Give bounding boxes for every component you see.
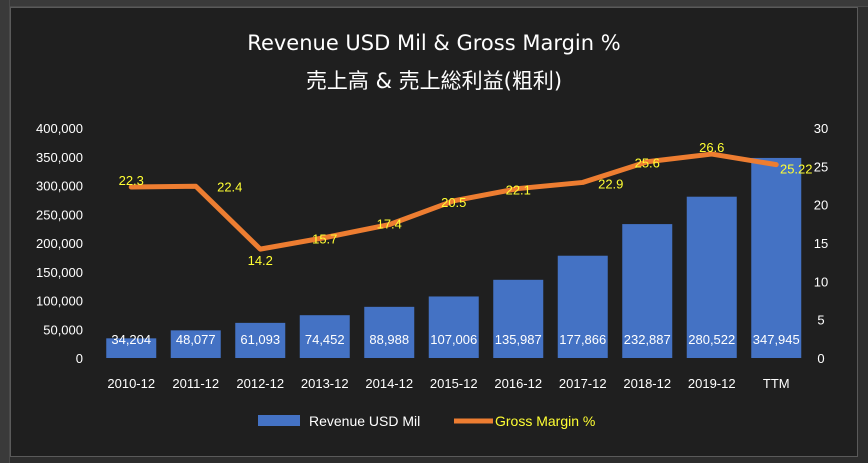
revenue-bar	[235, 322, 286, 358]
left-axis-tick-label: 350,000	[36, 150, 83, 165]
x-axis-tick-label: 2014-12	[365, 376, 413, 391]
legend-revenue-swatch	[258, 415, 300, 426]
left-axis-tick-label: 50,000	[43, 322, 83, 337]
right-axis-tick-label: 15	[814, 236, 828, 251]
revenue-bars	[106, 157, 802, 358]
gross-margin-data-labels: 22.3 22.4 14.2 15.7 17.4 20.5 22.1 22.9 25.6 26.6…	[119, 140, 813, 268]
gross-margin-point	[387, 223, 391, 227]
x-axis-tick-label: 2013-12	[301, 376, 349, 391]
gross-margin-data-label: 22.3	[119, 173, 144, 188]
right-axis-tick-label: 25	[814, 159, 828, 174]
revenue-bar	[299, 315, 350, 358]
revenue-data-label: 34,204	[111, 332, 151, 347]
left-axis-tick-label: 400,000	[36, 121, 83, 136]
gross-margin-data-label: 25.6	[635, 156, 660, 171]
chart-object[interactable]: Revenue USD Mil & Gross Margin % 売上高 & 売…	[10, 7, 858, 457]
gross-margin-data-label: 20.5	[441, 195, 466, 210]
left-axis-tick-label: 250,000	[36, 207, 83, 222]
x-axis-tick-label: 2019-12	[688, 376, 736, 391]
legend-revenue-label: Revenue USD Mil	[309, 413, 420, 429]
legend[interactable]: Revenue USD Mil Gross Margin %	[258, 413, 595, 429]
gross-margin-data-label: 14.2	[248, 253, 273, 268]
right-axis-tick-label: 20	[814, 198, 828, 213]
revenue-bar	[364, 306, 415, 358]
gross-margin-data-label: 22.4	[217, 179, 242, 194]
x-axis-tick-label: 2011-12	[172, 376, 219, 391]
right-axis-tick-label: 5	[817, 313, 824, 328]
gross-margin-line-layer	[128, 151, 779, 252]
x-axis-tick-label: 2016-12	[494, 376, 542, 391]
chart-title: Revenue USD Mil & Gross Margin %	[247, 31, 620, 55]
revenue-data-label: 280,522	[688, 332, 735, 347]
revenue-bar	[428, 296, 479, 358]
gross-margin-point	[581, 180, 585, 184]
revenue-data-label: 48,077	[176, 332, 216, 347]
spreadsheet-column-header-strip	[0, 0, 868, 7]
chart-subtitle: 売上高 & 売上総利益(粗利)	[306, 69, 562, 93]
revenue-bar	[557, 255, 608, 358]
gross-margin-point	[516, 187, 520, 191]
gross-margin-point	[129, 185, 133, 189]
revenue-data-labels: 34,204 48,077 61,093 74,452 88,988 107,006 135…	[111, 332, 799, 347]
left-axis-tick-label: 200,000	[36, 236, 83, 251]
gross-margin-data-label: 17.4	[377, 217, 402, 232]
x-axis: 2010-12 2011-12 2012-12 2013-12 2014-12 2015-…	[107, 376, 789, 391]
gross-margin-data-label: 15.7	[312, 232, 337, 247]
revenue-bar	[686, 196, 737, 358]
left-axis-tick-label: 100,000	[36, 294, 83, 309]
x-axis-tick-label: TTM	[763, 376, 790, 391]
x-axis-tick-label: 2015-12	[430, 376, 478, 391]
revenue-bar	[622, 224, 673, 358]
revenue-bar	[751, 157, 802, 358]
revenue-bar	[170, 330, 221, 358]
left-axis: 400,000 350,000 300,000 250,000 200,000 150,0…	[36, 121, 83, 366]
gross-margin-point	[774, 163, 778, 167]
right-axis-tick-label: 30	[814, 121, 828, 136]
revenue-data-label: 135,987	[495, 332, 542, 347]
gross-margin-point	[194, 184, 198, 188]
revenue-data-label: 177,866	[559, 332, 606, 347]
revenue-data-label: 61,093	[240, 332, 280, 347]
x-axis-tick-label: 2017-12	[559, 376, 607, 391]
x-axis-tick-label: 2018-12	[623, 376, 671, 391]
right-axis-tick-label: 0	[817, 351, 824, 366]
gross-margin-data-label: 26.6	[699, 140, 724, 155]
right-axis: 30 25 20 15 10 5 0	[814, 121, 828, 366]
revenue-data-label: 107,006	[430, 332, 477, 347]
revenue-data-label: 74,452	[305, 332, 345, 347]
gross-margin-data-label: 25.22	[780, 162, 813, 177]
revenue-data-label: 347,945	[753, 332, 800, 347]
gross-margin-point	[452, 199, 456, 203]
gross-margin-data-label: 22.1	[506, 183, 531, 198]
spreadsheet-row-header-strip	[0, 0, 10, 463]
gross-margin-point	[645, 160, 649, 164]
gross-margin-point	[323, 236, 327, 240]
revenue-bar	[106, 338, 157, 358]
revenue-data-label: 232,887	[624, 332, 671, 347]
left-axis-tick-label: 150,000	[36, 265, 83, 280]
left-axis-tick-label: 0	[76, 351, 83, 366]
gross-margin-point	[258, 247, 262, 251]
gross-margin-point	[710, 152, 714, 156]
x-axis-tick-label: 2012-12	[236, 376, 284, 391]
revenue-bar	[493, 279, 544, 358]
combo-chart: Revenue USD Mil & Gross Margin % 売上高 & 売…	[36, 31, 828, 429]
legend-gross-margin-label: Gross Margin %	[495, 413, 595, 429]
x-axis-tick-label: 2010-12	[107, 376, 155, 391]
right-axis-tick-label: 10	[814, 274, 828, 289]
revenue-data-label: 88,988	[369, 332, 409, 347]
left-axis-tick-label: 300,000	[36, 179, 83, 194]
gross-margin-data-label: 22.9	[598, 176, 623, 191]
